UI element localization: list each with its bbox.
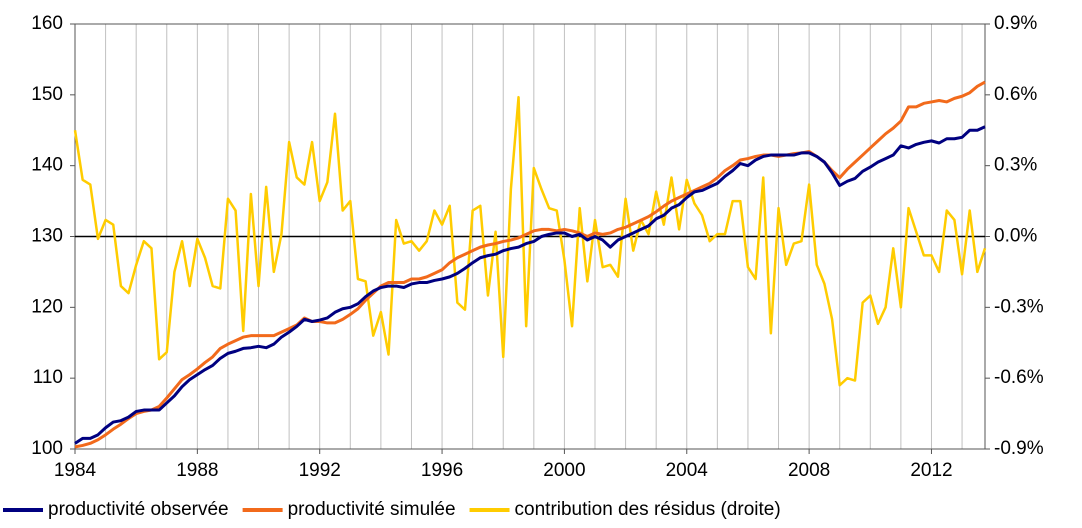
y2-tick-label: -0.9%	[994, 438, 1044, 459]
x-tick-label: 1992	[299, 460, 341, 481]
x-tick-label: 2008	[788, 460, 830, 481]
y-tick-label: 160	[31, 13, 63, 34]
y-tick-label: 100	[31, 438, 63, 459]
legend-label: productivité observée	[48, 499, 229, 520]
y2-tick-label: -0.6%	[994, 367, 1044, 388]
y2-tick-label: 0.3%	[994, 155, 1037, 176]
x-tick-label: 1984	[54, 460, 97, 481]
x-tick-label: 2004	[666, 460, 709, 481]
y-tick-label: 120	[31, 296, 63, 317]
y2-tick-label: -0.3%	[994, 296, 1044, 317]
legend-label: productivité simulée	[288, 499, 456, 520]
y-tick-label: 140	[31, 155, 63, 176]
y2-tick-label: 0.6%	[994, 84, 1037, 105]
y-tick-label: 110	[33, 367, 63, 388]
series-line	[74, 80, 986, 449]
y-tick-label: 130	[31, 226, 63, 247]
x-tick-label: 2012	[910, 460, 952, 481]
series-line	[74, 125, 986, 445]
x-tick-label: 2000	[543, 460, 585, 481]
y2-tick-label: 0.9%	[994, 13, 1037, 34]
x-tick-label: 1996	[421, 460, 463, 481]
y2-tick-label: 0.0%	[994, 226, 1037, 247]
x-tick-label: 1988	[176, 460, 218, 481]
series-line	[73, 95, 987, 387]
legend-label: contribution des résidus (droite)	[515, 499, 781, 520]
y-tick-label: 150	[31, 84, 63, 105]
